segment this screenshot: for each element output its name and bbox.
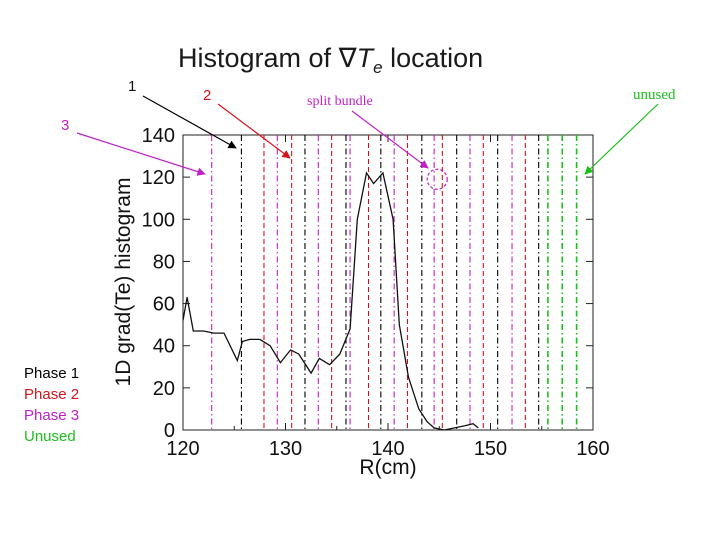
arrow-split-bundle bbox=[351, 110, 429, 169]
gradient-symbol: ∇ bbox=[338, 43, 358, 74]
arrow-unused bbox=[584, 103, 659, 175]
legend: Phase 1 Phase 2 Phase 3 Unused bbox=[24, 365, 79, 445]
y-tick-label: 140 bbox=[142, 125, 175, 147]
y-axis-label: 1D grad(Te) histogram bbox=[112, 178, 135, 387]
phase-lines bbox=[211, 135, 578, 430]
y-tick-label: 40 bbox=[153, 336, 175, 358]
x-axis-label: R(cm) bbox=[359, 456, 416, 479]
legend-phase-1: Phase 1 bbox=[24, 365, 79, 382]
arrow-2 bbox=[217, 103, 291, 159]
y-tick-label: 60 bbox=[153, 294, 175, 316]
tick-labels: 120 130 140 150 160 0 20 40 60 80 100 120 140 bbox=[142, 125, 610, 460]
annotation-2: 2 bbox=[203, 87, 211, 104]
legend-phase-2: Phase 2 bbox=[24, 386, 79, 403]
annotation-3: 3 bbox=[61, 117, 69, 134]
annotation-1: 1 bbox=[128, 78, 136, 95]
annotation-split-bundle: split bundle bbox=[307, 94, 373, 109]
y-tick-label: 20 bbox=[153, 378, 175, 400]
chart-title: Histogram of ∇Te location bbox=[178, 43, 483, 77]
legend-unused: Unused bbox=[24, 428, 76, 445]
plot-frame bbox=[182, 134, 594, 431]
y-tick-label: 120 bbox=[142, 167, 175, 189]
axis-ticks bbox=[182, 134, 594, 431]
title-prefix: Histogram of bbox=[178, 43, 339, 73]
arrow-3 bbox=[76, 132, 206, 176]
x-tick-label: 160 bbox=[576, 438, 609, 460]
arrow-1 bbox=[142, 95, 237, 149]
legend-phase-3: Phase 3 bbox=[24, 407, 79, 424]
plot-area: 120 130 140 150 160 0 20 40 60 80 100 120 140 bbox=[142, 125, 610, 460]
x-tick-label: 150 bbox=[474, 438, 507, 460]
x-tick-label: 120 bbox=[166, 438, 199, 460]
x-tick-label: 130 bbox=[269, 438, 302, 460]
y-tick-label: 100 bbox=[142, 209, 175, 231]
title-subscript: e bbox=[373, 58, 382, 77]
split-bundle-marker bbox=[426, 168, 448, 190]
x-tick-label: 140 bbox=[371, 438, 404, 460]
annotation-unused: unused bbox=[633, 87, 676, 103]
y-tick-label: 80 bbox=[153, 251, 175, 273]
histogram-line bbox=[182, 171, 479, 431]
title-variable: T bbox=[357, 43, 376, 73]
y-tick-label: 0 bbox=[164, 420, 175, 442]
title-suffix: location bbox=[383, 43, 484, 73]
